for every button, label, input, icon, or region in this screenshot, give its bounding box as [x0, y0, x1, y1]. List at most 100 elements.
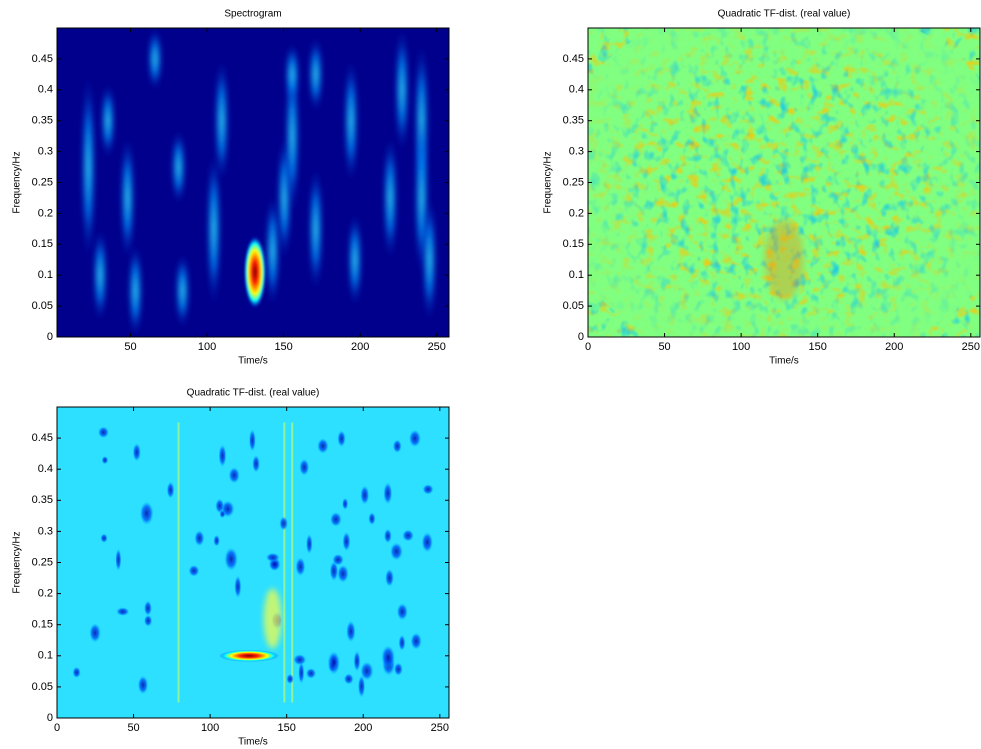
heatmap-texture — [120, 136, 135, 260]
heatmap-texture — [383, 482, 393, 505]
heatmap-texture — [342, 497, 349, 510]
heatmap-texture — [218, 444, 227, 468]
heatmap-texture — [100, 83, 115, 158]
heatmap-texture — [344, 58, 358, 183]
y-tick-label: 0.2 — [38, 207, 53, 219]
y-tick-label: 0.3 — [38, 146, 53, 158]
heatmap-texture — [298, 661, 305, 684]
heatmap-texture — [308, 37, 323, 112]
heatmap-texture — [332, 553, 344, 566]
heatmap-texture — [215, 498, 225, 514]
heatmap-texture — [243, 236, 266, 309]
heatmap-texture — [248, 429, 256, 452]
heatmap-texture — [342, 531, 351, 552]
heatmap-texture — [398, 634, 406, 651]
y-tick-label: 0 — [578, 331, 584, 343]
heatmap-texture — [347, 213, 362, 307]
y-tick-label: 0.25 — [32, 556, 53, 568]
x-tick-label: 250 — [428, 341, 446, 353]
heatmap-texture — [128, 244, 143, 337]
x-tick-label: 50 — [127, 722, 139, 734]
heatmap-image — [588, 28, 980, 337]
heatmap-texture — [286, 673, 294, 685]
heatmap-texture — [422, 484, 434, 495]
heatmap-texture — [353, 650, 361, 672]
heatmap-texture — [219, 509, 226, 519]
x-tick-label: 100 — [201, 722, 219, 734]
y-tick-label: 0 — [47, 712, 53, 724]
y-tick-label: 0.1 — [38, 650, 53, 662]
heatmap-texture — [228, 467, 240, 484]
x-tick-label: 200 — [885, 341, 903, 353]
heatmap-texture — [383, 136, 398, 260]
heatmap-texture — [381, 645, 396, 669]
heatmap-texture — [408, 429, 421, 448]
y-tick-label: 0.35 — [32, 115, 53, 127]
heatmap-texture — [410, 632, 422, 650]
chart-title: Quadratic TF-dist. (real value) — [187, 388, 320, 399]
x-tick-label: 150 — [278, 722, 296, 734]
y-tick-label: 0.05 — [32, 681, 53, 693]
x-tick-label: 50 — [124, 341, 136, 353]
heatmap-texture — [175, 253, 190, 328]
y-tick-label: 0.15 — [32, 238, 53, 250]
heatmap-texture — [393, 662, 403, 676]
y-tick-label: 0.2 — [38, 588, 53, 600]
heatmap-texture — [72, 666, 81, 679]
chart-title: Quadratic TF-dist. (real value) — [718, 9, 851, 20]
heatmap-texture — [143, 600, 152, 616]
x-tick-label: 150 — [809, 341, 827, 353]
y-tick-label: 0.35 — [32, 494, 53, 506]
x-tick-label: 100 — [732, 341, 750, 353]
heatmap-texture — [285, 43, 300, 106]
heatmap-texture — [132, 443, 141, 462]
heatmap-texture — [293, 654, 307, 666]
x-tick-label: 50 — [658, 341, 670, 353]
heatmap-texture — [295, 557, 306, 577]
heatmap-texture — [171, 129, 186, 205]
heatmap-texture — [389, 542, 403, 561]
y-tick-label: 0.1 — [569, 269, 584, 281]
y-axis-label: Frequency/Hz — [12, 531, 23, 593]
heatmap-texture — [148, 28, 162, 90]
heatmap-texture — [93, 228, 108, 322]
heatmap-texture — [329, 561, 339, 582]
x-tick-label: 150 — [274, 341, 292, 353]
x-tick-label: 250 — [431, 722, 449, 734]
y-tick-label: 0.45 — [563, 53, 584, 65]
heatmap-texture — [224, 547, 238, 571]
y-tick-label: 0.05 — [32, 300, 53, 312]
y-tick-label: 0.3 — [38, 525, 53, 537]
heatmap-texture — [346, 620, 356, 643]
x-tick-label: 200 — [351, 341, 369, 353]
y-tick-label: 0.4 — [38, 463, 53, 475]
heatmap-texture — [97, 426, 109, 439]
heatmap-texture — [213, 534, 220, 547]
heatmap-texture — [89, 623, 101, 643]
heatmap-texture — [383, 528, 392, 544]
subplot: 0 50 100 150 200 250 0 0.05 0.1 0.15 0.2 0.25 0.3 0.3… — [12, 388, 450, 748]
heatmap-texture — [385, 568, 394, 587]
heatmap-image — [57, 407, 449, 718]
heatmap-texture — [115, 548, 122, 571]
heatmap-texture — [308, 167, 323, 291]
heatmap-texture — [137, 675, 149, 695]
heatmap-texture — [265, 552, 280, 563]
heatmap-texture — [764, 219, 804, 300]
heatmap-texture — [337, 564, 349, 583]
heatmap-texture — [234, 575, 242, 599]
y-tick-label: 0.45 — [32, 53, 53, 65]
heatmap-texture — [305, 668, 317, 679]
heatmap-texture — [214, 58, 229, 183]
heatmap-texture — [360, 485, 370, 505]
x-tick-label: 250 — [962, 341, 980, 353]
heatmap-texture — [392, 439, 402, 453]
heatmap-texture — [81, 74, 96, 260]
y-tick-label: 0.05 — [563, 300, 584, 312]
heatmap-texture — [402, 529, 414, 542]
heatmap-texture — [422, 197, 437, 322]
heatmap-texture — [588, 28, 980, 337]
heatmap-texture — [188, 564, 200, 577]
y-tick-label: 0.4 — [569, 84, 584, 96]
